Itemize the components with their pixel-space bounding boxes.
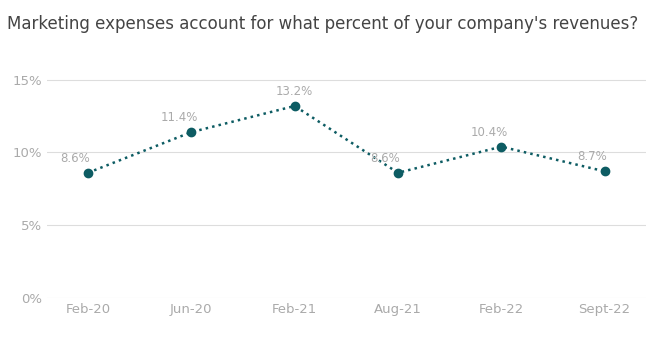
- Text: 11.4%: 11.4%: [161, 111, 198, 124]
- Text: Marketing expenses account for what percent of your company's revenues?: Marketing expenses account for what perc…: [7, 15, 638, 33]
- Text: 8.7%: 8.7%: [577, 150, 607, 163]
- Text: 13.2%: 13.2%: [276, 85, 313, 98]
- Text: 10.4%: 10.4%: [470, 126, 507, 139]
- Text: 8.6%: 8.6%: [61, 152, 91, 165]
- Text: 8.6%: 8.6%: [371, 152, 400, 165]
